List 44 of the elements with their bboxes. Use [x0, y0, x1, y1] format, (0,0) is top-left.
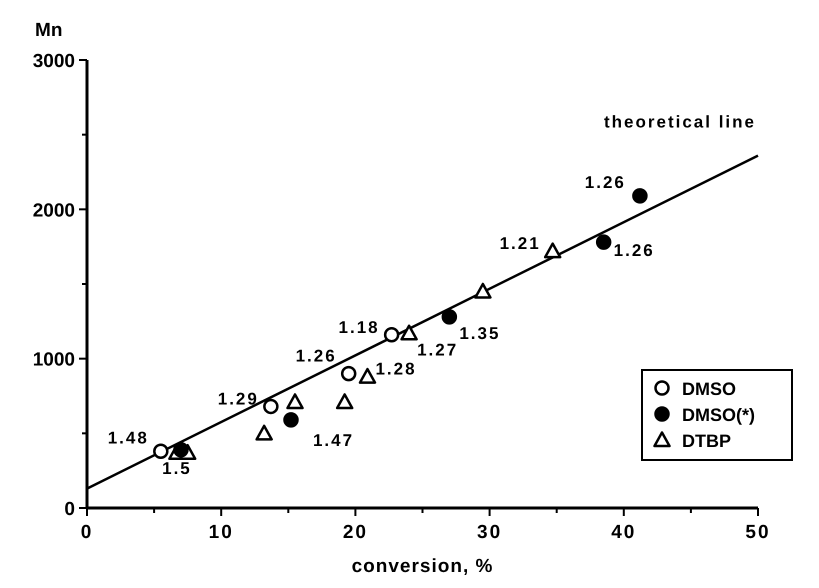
legend-label: DMSO: [682, 379, 736, 399]
annotation: 1.26: [584, 172, 626, 192]
point: [544, 242, 562, 258]
y-tick-label: 2000: [32, 200, 75, 222]
y-tick-label: 3000: [32, 51, 75, 72]
point: [474, 282, 492, 299]
point: [153, 444, 169, 460]
point: [400, 324, 418, 341]
point: [336, 393, 354, 410]
point: [286, 393, 304, 410]
x-tick-label: 10: [208, 522, 234, 543]
point: [263, 398, 279, 414]
x-tick-label: 30: [477, 522, 502, 543]
point: [632, 188, 648, 204]
annotation: 1.27: [417, 340, 458, 360]
y-axis-title: Mn: [35, 20, 62, 41]
annotation: 1.21: [500, 234, 541, 254]
point: [340, 366, 356, 382]
y-tick-label: 1000: [32, 350, 75, 371]
x-tick-label: 50: [745, 522, 771, 543]
x-tick-label: 20: [342, 522, 368, 543]
annotation: 1.48: [108, 428, 149, 448]
y-tick-label: 0: [64, 499, 75, 520]
point: [173, 442, 189, 458]
annotation: 1.47: [312, 430, 354, 450]
annotation: 1.5: [162, 458, 192, 478]
x-axis-title: conversion, %: [352, 556, 494, 577]
x-tick-label: 40: [611, 522, 636, 543]
legend-label: DTBP: [682, 431, 731, 451]
annotation: 1.18: [338, 318, 380, 337]
point: [442, 309, 458, 325]
annotation: 1.26: [614, 241, 655, 260]
annotation: 1.29: [218, 389, 259, 408]
annotation: theoretical line: [604, 112, 756, 132]
point: [358, 368, 376, 384]
legend-label: DMSO(*): [682, 405, 755, 425]
point: [596, 234, 612, 250]
point: [384, 327, 400, 343]
annotation: 1.28: [375, 360, 417, 379]
annotation: 1.35: [459, 324, 500, 343]
x-tick-label: 0: [80, 522, 94, 543]
point: [283, 412, 299, 428]
point: [255, 424, 273, 441]
annotation: 1.26: [296, 346, 337, 366]
